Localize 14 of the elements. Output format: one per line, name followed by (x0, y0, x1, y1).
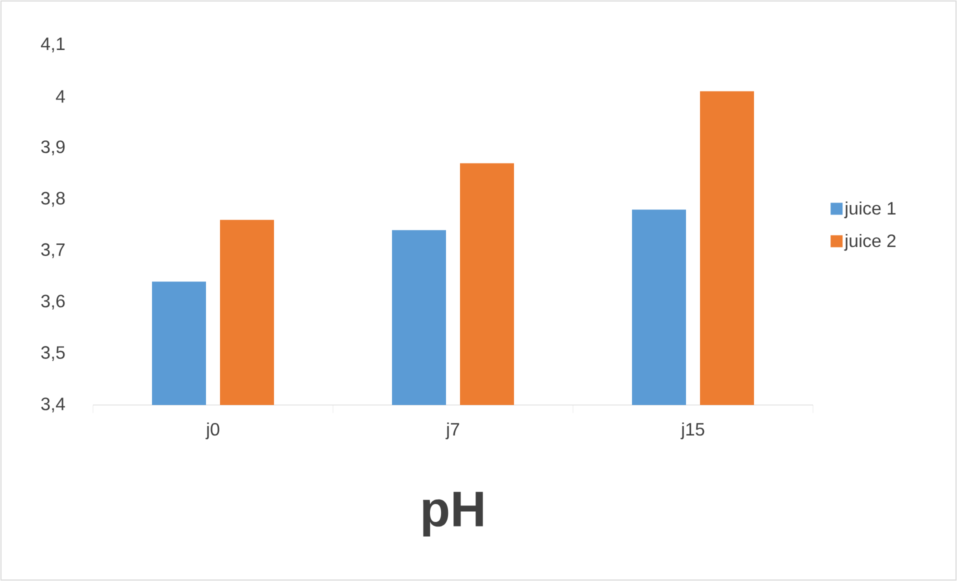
x-tick-label: j7 (446, 422, 460, 440)
y-tick-label: 4,1 (40, 38, 65, 52)
legend-label: juice 1 (844, 202, 896, 218)
legend-label: juice 2 (844, 234, 896, 251)
y-tick-label: 4 (56, 90, 65, 103)
x-tick-label: j0 (206, 422, 220, 440)
y-tick-label: 3,6 (41, 294, 65, 310)
y-tick-label: 3,7 (41, 243, 65, 258)
y-tick-label: 3,5 (41, 346, 65, 361)
text: pH (423, 492, 483, 537)
y-tick-label: 3,9 (41, 140, 65, 156)
y-tick-label: 3,4 (41, 398, 65, 412)
y-tick-label: 3,8 (41, 192, 65, 207)
x-tick-label: j15 (680, 422, 704, 440)
